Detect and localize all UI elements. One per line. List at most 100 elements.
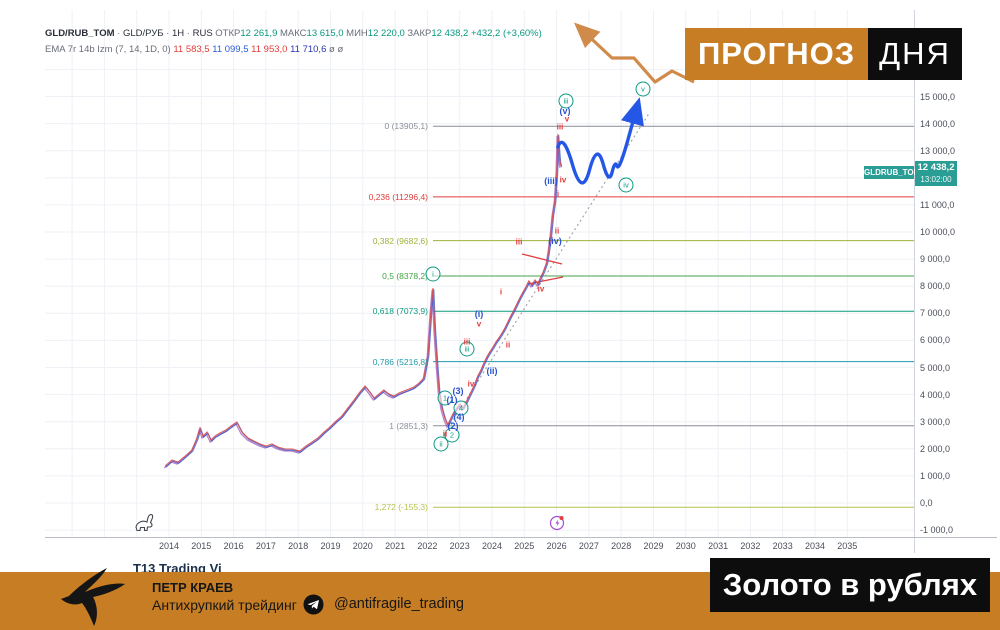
year-tick[interactable]: 2033 bbox=[772, 541, 793, 551]
wave-label[interactable]: i bbox=[499, 287, 503, 297]
price-tick[interactable]: 7 000,0 bbox=[920, 308, 951, 319]
dinosaur-path bbox=[135, 513, 154, 532]
ema-name[interactable]: EMA 7r 14b Izm (7, 14, 1D, 0) bbox=[45, 44, 171, 55]
low-label: МИН bbox=[346, 28, 368, 39]
year-tick[interactable]: 2021 bbox=[385, 541, 406, 551]
bird-silhouette bbox=[61, 568, 125, 626]
year-tick[interactable]: 2014 bbox=[158, 541, 180, 551]
price-tick[interactable]: -1 000,0 bbox=[920, 525, 954, 536]
year-tick[interactable]: 2035 bbox=[837, 541, 858, 551]
wave-label[interactable]: iii bbox=[558, 93, 574, 109]
change-value: +432,2 (+3,60%) bbox=[470, 28, 542, 39]
wave-label[interactable]: (4) bbox=[453, 412, 465, 422]
year-tick[interactable]: 2029 bbox=[643, 541, 664, 551]
wave-label[interactable]: i bbox=[556, 189, 560, 199]
wave-label[interactable]: iii bbox=[459, 341, 475, 357]
fib-level-label[interactable]: 0,786 (5216,8) bbox=[372, 356, 428, 367]
year-tick[interactable]: 2031 bbox=[708, 541, 729, 551]
interval[interactable]: 1H bbox=[171, 28, 185, 39]
wave-label[interactable]: iv bbox=[537, 284, 545, 294]
wave-label[interactable]: iv bbox=[467, 379, 475, 389]
wave-label[interactable]: (i) bbox=[474, 309, 484, 319]
year-tick[interactable]: 2015 bbox=[191, 541, 212, 551]
symbol-readout[interactable]: GLD/RUB_TOM · GLD/РУБ · 1H · RUS ОТКР12 … bbox=[45, 28, 542, 39]
price-tick[interactable]: 4 000,0 bbox=[920, 389, 951, 400]
author-subtitle: Антихрупкий трейдинг bbox=[152, 597, 297, 613]
fib-level-label[interactable]: 0,5 (8378,2) bbox=[382, 270, 428, 281]
wave-label[interactable]: iii bbox=[556, 122, 564, 132]
year-tick[interactable]: 2032 bbox=[740, 541, 761, 551]
year-tick[interactable]: 2025 bbox=[514, 541, 535, 551]
ema-value-1: 11 583,5 bbox=[173, 44, 210, 55]
year-tick[interactable]: 2026 bbox=[546, 541, 567, 551]
ema-readout[interactable]: EMA 7r 14b Izm (7, 14, 1D, 0) 11 583,5 1… bbox=[45, 42, 542, 58]
ema-value-3: 11 953,0 bbox=[251, 44, 288, 55]
year-tick[interactable]: 2034 bbox=[804, 541, 826, 551]
fib-level-label[interactable]: 0 (13905,1) bbox=[384, 121, 428, 132]
author-name: ПЕТР КРАЕВ bbox=[152, 580, 234, 595]
wave-label[interactable]: v bbox=[476, 319, 482, 329]
last-price: 12 438,2 bbox=[917, 162, 955, 173]
wave-label[interactable]: (2) bbox=[447, 421, 459, 431]
wave-label[interactable]: v bbox=[635, 81, 651, 97]
exchange: RUS bbox=[192, 28, 213, 39]
alert-dot bbox=[559, 516, 564, 520]
year-tick[interactable]: 2023 bbox=[449, 541, 470, 551]
wave-label[interactable]: iii bbox=[515, 237, 523, 247]
wave-label[interactable]: 4 bbox=[453, 400, 469, 416]
symbol-name[interactable]: GLD/RUB_TOM bbox=[45, 28, 115, 39]
year-tick[interactable]: 2022 bbox=[417, 541, 438, 551]
wave-label[interactable]: iv bbox=[618, 177, 634, 193]
price-tick[interactable]: 0,0 bbox=[920, 498, 933, 508]
fib-level-label[interactable]: 1 (2851,3) bbox=[389, 420, 428, 431]
wave-label[interactable]: (iv) bbox=[548, 236, 562, 246]
price-tick[interactable]: 13 000,0 bbox=[920, 145, 956, 156]
year-tick[interactable]: 2017 bbox=[255, 541, 276, 551]
wave-label[interactable]: iv bbox=[559, 175, 567, 185]
year-tick[interactable]: 2024 bbox=[481, 541, 503, 551]
high-value: 13 615,0 bbox=[306, 28, 344, 39]
price-tick[interactable]: 10 000,0 bbox=[920, 227, 956, 237]
price-tick[interactable]: 15 000,0 bbox=[920, 91, 956, 102]
price-tick[interactable]: 3 000,0 bbox=[920, 416, 951, 427]
wave-label[interactable]: (iii) bbox=[544, 176, 558, 186]
price-tick[interactable]: 6 000,0 bbox=[920, 335, 951, 346]
price-tick[interactable]: 1 000,0 bbox=[920, 470, 951, 481]
year-tick[interactable]: 2016 bbox=[223, 541, 244, 551]
fib-level-label[interactable]: 0,618 (7073,9) bbox=[372, 306, 428, 317]
year-tick[interactable]: 2020 bbox=[352, 541, 373, 551]
fib-level-label[interactable]: 0,382 (9682,6) bbox=[372, 235, 428, 246]
price-tick[interactable]: 8 000,0 bbox=[920, 281, 951, 292]
wave-label[interactable]: ii bbox=[554, 226, 560, 236]
wave-label[interactable]: ii bbox=[442, 429, 448, 439]
price-tick[interactable]: 11 000,0 bbox=[920, 199, 955, 210]
price-tick[interactable]: 9 000,0 bbox=[920, 254, 951, 265]
price-tick[interactable]: 2 000,0 bbox=[920, 443, 951, 454]
ema-value-4: 11 710,6 bbox=[290, 44, 327, 55]
year-tick[interactable]: 2027 bbox=[578, 541, 599, 551]
wave-label[interactable]: ii bbox=[433, 436, 449, 452]
wave-label[interactable]: ii bbox=[505, 340, 511, 350]
fib-level-label[interactable]: 0,236 (11296,4) bbox=[368, 191, 428, 202]
wave-label[interactable]: i bbox=[425, 266, 441, 282]
open-value: 12 261,9 bbox=[240, 28, 278, 39]
year-tick[interactable]: 2028 bbox=[611, 541, 632, 551]
wave-label[interactable]: (v) bbox=[559, 106, 571, 116]
wave-label[interactable]: (3) bbox=[452, 386, 464, 396]
price-tick[interactable]: 5 000,0 bbox=[920, 362, 951, 373]
wave-label[interactable]: 1 bbox=[437, 390, 453, 406]
year-tick[interactable]: 2018 bbox=[288, 541, 309, 551]
year-tick[interactable]: 2030 bbox=[675, 541, 696, 551]
wave-label[interactable]: (1) bbox=[446, 395, 458, 405]
wave-label[interactable]: v bbox=[564, 114, 570, 124]
wave-label[interactable]: 2 bbox=[444, 427, 460, 443]
wave-label[interactable]: (ii) bbox=[486, 366, 498, 376]
wave-label[interactable]: iii bbox=[463, 337, 471, 347]
legend: GLD/RUB_TOM · GLD/РУБ · 1H · RUS ОТКР12 … bbox=[45, 26, 542, 58]
year-tick[interactable]: 2019 bbox=[320, 541, 341, 551]
price-tick[interactable]: 14 000,0 bbox=[920, 118, 956, 129]
telegram-handle[interactable]: @antifragile_trading bbox=[334, 596, 464, 612]
fib-level-label[interactable]: 1,272 (-155,3) bbox=[374, 502, 428, 513]
